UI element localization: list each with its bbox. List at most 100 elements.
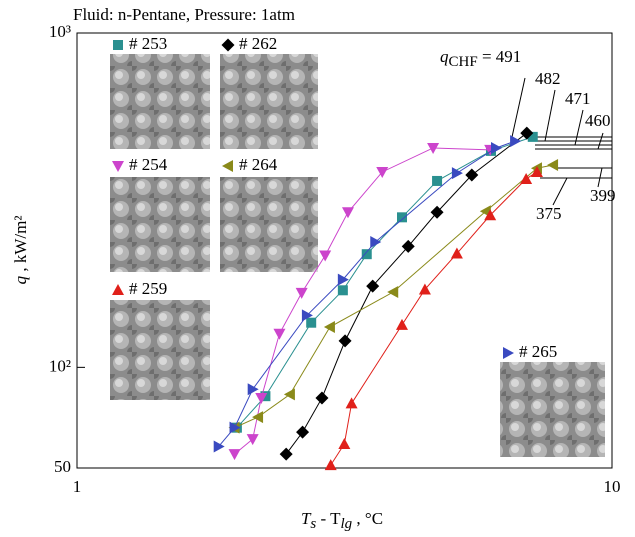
data-point: [296, 425, 310, 439]
series-line: [234, 164, 554, 429]
data-point: [376, 166, 389, 178]
data-point: [301, 309, 313, 322]
data-point: [338, 437, 351, 449]
data-point: [295, 287, 308, 299]
micrograph: [220, 54, 318, 149]
data-point: [396, 212, 407, 223]
data-point: [427, 142, 440, 154]
data-point: [273, 328, 286, 340]
legend-label: # 254: [129, 155, 168, 174]
data-point: [361, 249, 372, 260]
leader: [511, 77, 526, 138]
data-point: [341, 207, 354, 219]
plot-frame: [76, 32, 613, 469]
legend-label: # 265: [519, 342, 557, 361]
leader: [597, 132, 604, 150]
data-point: [338, 334, 352, 348]
annotation: 399: [590, 186, 616, 205]
annotation: 460: [585, 111, 611, 130]
legend-marker: [113, 40, 123, 50]
annotation: 482: [535, 69, 561, 88]
legend-marker: [221, 38, 235, 52]
y-tick-label: 10²: [49, 356, 71, 375]
data-point: [401, 239, 415, 253]
data-point: [247, 383, 259, 396]
data-point: [213, 440, 225, 453]
data-point: [324, 459, 337, 471]
x-label-part: T: [301, 509, 312, 528]
data-point: [345, 397, 358, 409]
micrograph: [110, 300, 210, 400]
annotation: 375: [536, 204, 562, 223]
series-line: [285, 132, 528, 455]
data-point: [323, 321, 335, 334]
x-label-part: , °C: [352, 509, 383, 528]
data-point: [395, 318, 408, 330]
leader: [544, 89, 556, 142]
data-point: [491, 141, 503, 154]
data-point: [315, 391, 329, 405]
data-point: [451, 167, 463, 180]
y-label-part: q: [11, 275, 30, 284]
chf-value: = 491: [478, 47, 522, 66]
data-point: [510, 135, 522, 148]
legend-label: # 262: [239, 34, 277, 53]
data-point: [306, 317, 317, 328]
x-tick-label: 1: [73, 477, 82, 496]
leader: [574, 109, 584, 146]
data-point: [337, 273, 349, 286]
x-axis-label: Ts - Tlg , °C: [301, 509, 383, 533]
series: [213, 135, 522, 453]
chf-label: qCHF = 491: [440, 47, 521, 71]
legend-label: # 264: [239, 155, 278, 174]
micrographs: [110, 54, 605, 457]
legend-marker: [112, 284, 124, 295]
x-label-part: s: [310, 516, 316, 532]
data-point: [255, 392, 268, 404]
chart-title: Fluid: n-Pentane, Pressure: 1atm: [73, 5, 295, 24]
annotation: 471: [565, 89, 591, 108]
series: [279, 126, 534, 461]
data-point: [337, 285, 348, 296]
x-label-part: - T: [316, 509, 341, 528]
data-point: [484, 209, 497, 221]
legend-marker: [112, 161, 124, 172]
y-axis-label: q , kW/m²: [11, 216, 30, 285]
data-point: [252, 411, 264, 424]
y-label-part: , kW/m²: [11, 216, 30, 276]
data-point: [370, 236, 382, 249]
data-point: [228, 449, 241, 461]
legend-marker: [503, 347, 514, 359]
y-tick-label: 50: [54, 457, 71, 476]
chf-symbol: q: [440, 47, 449, 66]
chf-sub: CHF: [449, 54, 478, 70]
legend-marker: [222, 160, 233, 172]
data-point: [520, 172, 533, 184]
data-point: [366, 279, 380, 293]
leader: [597, 167, 603, 188]
data-point: [432, 175, 443, 186]
data-point: [387, 286, 399, 299]
data-point: [229, 421, 241, 434]
data-point: [465, 168, 479, 182]
data-point: [530, 165, 543, 177]
legend-label: # 259: [129, 279, 167, 298]
data-point: [450, 247, 463, 259]
y-tick-label: 10³: [49, 22, 71, 41]
series: [228, 142, 497, 461]
data-point: [520, 126, 534, 140]
micrograph: [220, 177, 318, 272]
data-point: [279, 447, 293, 461]
data-point: [319, 250, 332, 262]
data-point: [246, 434, 259, 446]
chf-arrows: [511, 77, 612, 206]
x-tick-label: 10: [604, 477, 621, 496]
series: [324, 165, 543, 471]
data-point: [418, 283, 431, 295]
data-point: [283, 388, 295, 401]
leader: [552, 177, 568, 206]
micrograph: [110, 177, 210, 272]
x-label-part: lg: [341, 516, 353, 532]
micrograph: [110, 54, 210, 149]
